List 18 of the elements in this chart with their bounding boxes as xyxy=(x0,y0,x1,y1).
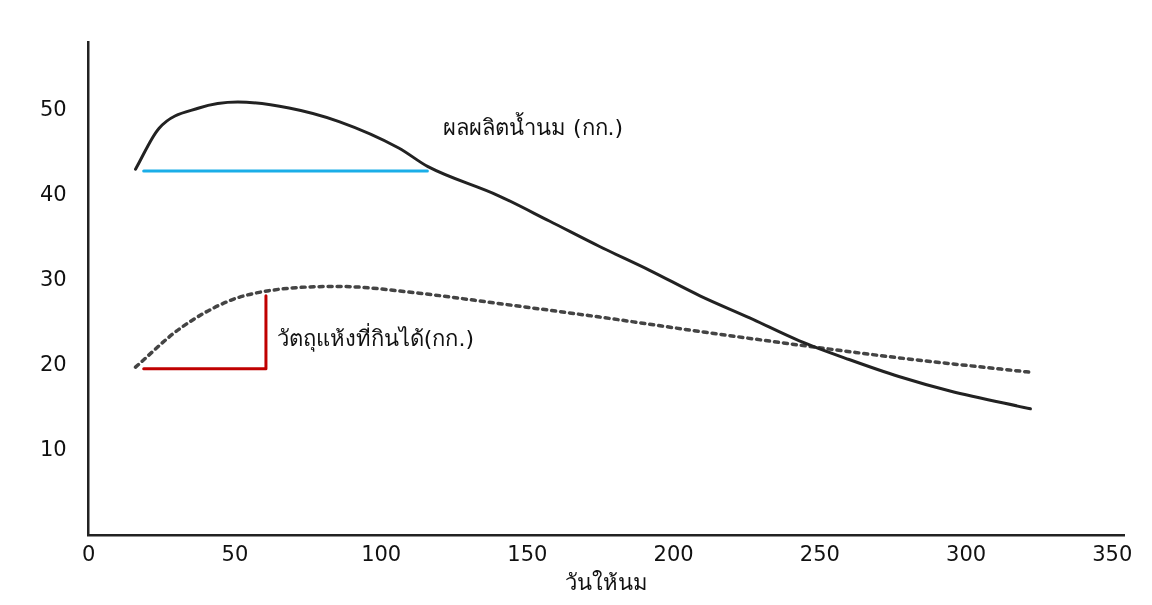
x-tick-label: 350 xyxy=(1092,542,1133,567)
x-tick-label: 300 xyxy=(946,542,987,567)
x-tick-label: 150 xyxy=(507,542,548,567)
x-tick-label: 250 xyxy=(799,542,840,567)
x-tick-label: 100 xyxy=(361,542,402,567)
x-tick-label: 50 xyxy=(221,542,249,567)
y-tick-label: 20 xyxy=(39,351,67,376)
line-series xyxy=(133,284,1033,375)
x-tick-label: 0 xyxy=(82,542,96,567)
series-label: ผลผลิตน้ำนม (กก.) xyxy=(442,111,624,140)
y-tick-label: 10 xyxy=(39,436,67,461)
series-label: วัตถุแห้งที่กินได้(กก.) xyxy=(276,322,475,352)
y-tick-label: 50 xyxy=(39,97,67,122)
x-tick-label: 200 xyxy=(653,542,694,567)
x-axis-title: วันให้นม xyxy=(564,569,648,595)
y-tick-label: 40 xyxy=(39,181,67,206)
y-tick-label: 30 xyxy=(39,266,67,291)
line-series xyxy=(134,100,1032,411)
